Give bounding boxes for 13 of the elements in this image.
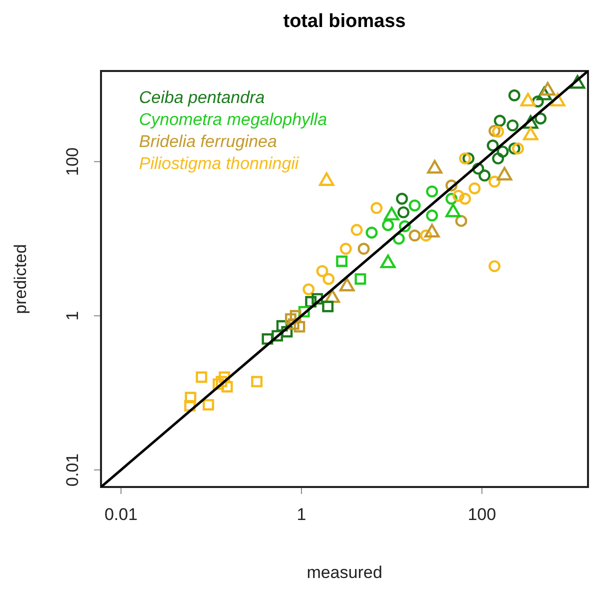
y-axis-title: predicted bbox=[11, 244, 30, 314]
text: Piliostigma thonningii bbox=[139, 154, 300, 173]
x-tick-label: 100 bbox=[468, 505, 496, 524]
y-tick-label: 100 bbox=[63, 147, 82, 176]
chart-title: total biomass bbox=[283, 11, 406, 32]
x-axis-title: measured bbox=[306, 563, 382, 582]
text: Bridelia ferruginea bbox=[139, 132, 277, 151]
y-tick-label: 1 bbox=[63, 311, 82, 321]
y-tick-label: 0.01 bbox=[63, 453, 82, 486]
x-tick-label: 0.01 bbox=[104, 505, 138, 524]
text: Cynometra megalophylla bbox=[139, 110, 328, 129]
x-tick-label: 1 bbox=[296, 505, 306, 524]
text: Ceiba pentandra bbox=[139, 88, 265, 107]
